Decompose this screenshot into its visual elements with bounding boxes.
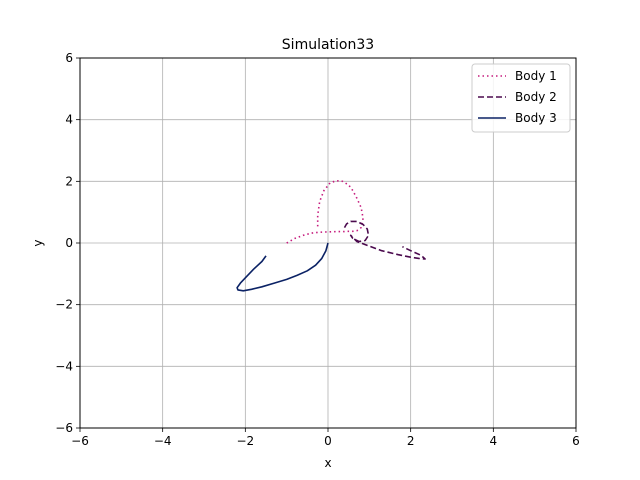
y-axis-label: y [31,239,45,246]
plot-series [236,179,426,292]
y-tick-label: −2 [55,298,73,312]
legend-label: Body 1 [515,69,557,83]
x-tick-label: −4 [154,434,172,448]
legend-box [471,63,571,133]
legend-label: Body 2 [515,90,557,104]
x-tick-label: 0 [324,434,332,448]
y-tick-label: −6 [55,421,73,435]
y-tick-label: 0 [65,236,73,250]
legend: Body 1 Body 2 Body 3 [471,63,571,133]
x-tick-label: 4 [490,434,498,448]
x-tick-label: −2 [236,434,254,448]
x-axis-label: x [324,456,331,470]
chart-title: Simulation33 [282,37,374,53]
y-tick-label: −4 [55,359,73,373]
x-tick-label: 6 [572,434,580,448]
axis-ticks: −6 −4 −2 0 2 4 6 −6 −4 −2 0 2 4 6 [55,51,580,448]
y-tick-label: 6 [65,51,73,65]
series-line-body-3 [236,242,329,292]
series-line-body-1 [286,179,364,244]
y-tick-label: 4 [65,113,73,127]
y-tick-label: 2 [65,174,73,188]
legend-label: Body 3 [515,111,557,125]
x-tick-label: −6 [71,434,89,448]
x-tick-label: 2 [407,434,415,448]
series-line-body-2 [343,220,426,260]
